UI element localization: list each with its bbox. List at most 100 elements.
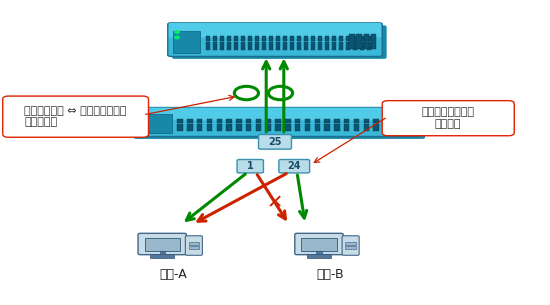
Text: 1: 1 bbox=[247, 161, 254, 171]
Bar bbox=[367, 42, 371, 50]
Bar bbox=[227, 36, 231, 41]
Bar bbox=[339, 42, 343, 50]
Bar bbox=[315, 124, 320, 131]
Bar bbox=[262, 42, 266, 50]
Bar bbox=[187, 124, 192, 131]
Bar bbox=[283, 42, 287, 50]
Bar bbox=[248, 36, 252, 41]
Bar bbox=[197, 124, 202, 131]
Bar bbox=[373, 124, 379, 131]
Bar bbox=[269, 42, 273, 50]
Bar bbox=[324, 119, 330, 123]
Bar bbox=[236, 124, 241, 131]
Bar bbox=[276, 119, 280, 123]
Bar bbox=[290, 36, 294, 41]
Circle shape bbox=[175, 31, 179, 33]
Bar bbox=[283, 36, 287, 41]
Bar bbox=[213, 42, 217, 50]
Circle shape bbox=[175, 36, 179, 39]
Bar bbox=[332, 36, 336, 41]
Bar bbox=[305, 124, 310, 131]
Bar bbox=[241, 36, 245, 41]
Bar bbox=[255, 42, 259, 50]
Bar bbox=[206, 36, 210, 41]
Bar bbox=[207, 124, 212, 131]
Text: 端末-A: 端末-A bbox=[160, 268, 187, 281]
Bar bbox=[135, 114, 172, 134]
Bar bbox=[354, 119, 359, 123]
FancyBboxPatch shape bbox=[237, 160, 263, 173]
Bar bbox=[367, 36, 371, 41]
Circle shape bbox=[136, 114, 141, 117]
Bar bbox=[356, 34, 362, 49]
Bar bbox=[256, 124, 261, 131]
Bar bbox=[364, 124, 369, 131]
Bar bbox=[311, 36, 315, 41]
Bar bbox=[178, 124, 183, 131]
Bar bbox=[364, 119, 369, 123]
Bar bbox=[248, 42, 252, 50]
Text: ✕: ✕ bbox=[267, 193, 283, 212]
Bar bbox=[173, 30, 200, 53]
Bar bbox=[339, 36, 343, 41]
Bar bbox=[353, 42, 357, 50]
Bar bbox=[269, 36, 273, 41]
Bar bbox=[393, 124, 398, 131]
Bar bbox=[346, 42, 350, 50]
Bar bbox=[325, 42, 329, 50]
Text: 25: 25 bbox=[268, 137, 282, 147]
Bar bbox=[217, 124, 222, 131]
Bar bbox=[344, 119, 349, 123]
Bar bbox=[297, 36, 301, 41]
Bar bbox=[354, 124, 359, 131]
Bar bbox=[315, 119, 320, 123]
Bar bbox=[349, 34, 355, 49]
Text: ダウンリンク ⇔ アップリンク間
のみ中継可: ダウンリンク ⇔ アップリンク間 のみ中継可 bbox=[24, 106, 127, 127]
Bar bbox=[220, 36, 224, 41]
Bar bbox=[318, 36, 322, 41]
Bar bbox=[346, 36, 350, 41]
Bar bbox=[227, 119, 232, 123]
Bar bbox=[334, 119, 339, 123]
Bar bbox=[276, 36, 280, 41]
Bar bbox=[383, 124, 388, 131]
Text: ダウンリンク間は
中継不可: ダウンリンク間は 中継不可 bbox=[422, 107, 475, 129]
Bar bbox=[311, 42, 315, 50]
Bar bbox=[285, 124, 290, 131]
Bar bbox=[197, 119, 202, 123]
Bar bbox=[189, 242, 199, 245]
Bar bbox=[256, 119, 261, 123]
FancyBboxPatch shape bbox=[3, 96, 148, 137]
Bar bbox=[403, 119, 408, 123]
Bar bbox=[297, 42, 301, 50]
FancyBboxPatch shape bbox=[130, 108, 420, 120]
Bar bbox=[241, 42, 245, 50]
FancyBboxPatch shape bbox=[172, 25, 387, 59]
Bar bbox=[373, 119, 379, 123]
Bar bbox=[234, 42, 238, 50]
Bar bbox=[207, 119, 212, 123]
Bar bbox=[285, 119, 290, 123]
Bar bbox=[334, 124, 339, 131]
Bar bbox=[255, 36, 259, 41]
Bar bbox=[160, 251, 165, 255]
Bar bbox=[304, 42, 308, 50]
Bar bbox=[360, 36, 364, 41]
Bar bbox=[189, 246, 199, 249]
FancyBboxPatch shape bbox=[134, 110, 425, 139]
Bar bbox=[307, 254, 331, 258]
Bar bbox=[262, 36, 266, 41]
Bar bbox=[324, 124, 330, 131]
Bar bbox=[318, 42, 322, 50]
Circle shape bbox=[136, 120, 141, 122]
Bar bbox=[316, 251, 322, 255]
Text: 端末-B: 端末-B bbox=[316, 268, 344, 281]
Bar bbox=[150, 254, 174, 258]
Bar bbox=[266, 119, 271, 123]
Bar bbox=[276, 124, 280, 131]
Bar bbox=[301, 238, 337, 251]
Bar bbox=[383, 119, 388, 123]
FancyBboxPatch shape bbox=[295, 233, 343, 255]
Bar bbox=[246, 119, 251, 123]
FancyBboxPatch shape bbox=[342, 236, 359, 255]
